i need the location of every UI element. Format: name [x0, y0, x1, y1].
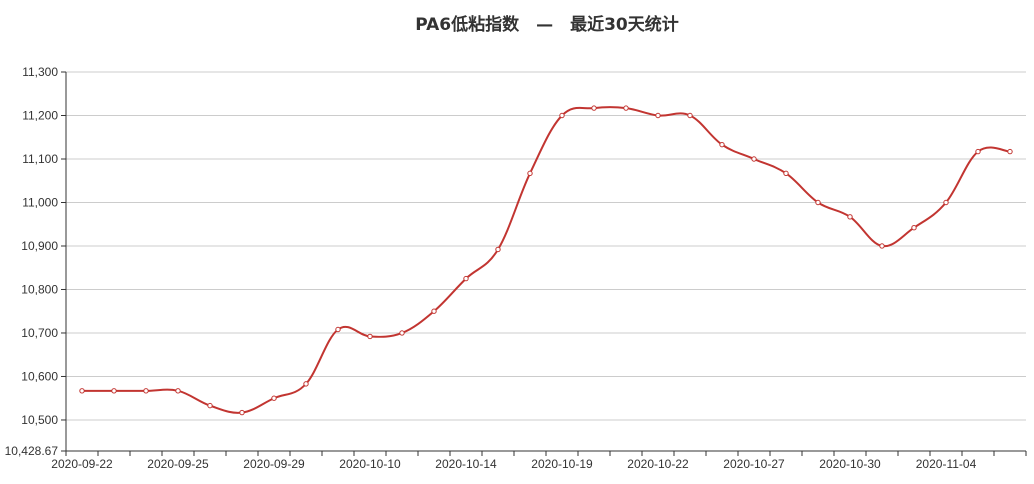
data-point — [559, 112, 565, 119]
data-point — [687, 112, 693, 119]
data-point — [783, 170, 789, 177]
x-tick-label: 2020-10-10 — [339, 457, 401, 471]
data-point — [943, 199, 949, 206]
y-tick-label: 10,700 — [21, 326, 58, 340]
data-point — [975, 148, 981, 155]
x-tick-label: 2020-10-14 — [435, 457, 497, 471]
series-line — [81, 106, 1011, 414]
x-tick-label: 2020-10-22 — [627, 457, 689, 471]
data-point — [303, 381, 309, 387]
y-tick-label: 11,000 — [22, 195, 58, 209]
data-point — [79, 388, 85, 394]
y-tick-label: 10,500 — [21, 413, 58, 427]
y-tick-label: 10,600 — [21, 369, 58, 383]
x-axis: 2020-09-22 2020-09-25 2020-09-29 2020-10-10… — [51, 450, 1027, 471]
x-tick-label: 2020-09-25 — [147, 457, 209, 471]
y-tick-label: 10,428.67 — [5, 444, 59, 458]
data-point — [591, 105, 597, 111]
data-point — [111, 388, 117, 394]
data-point — [1007, 148, 1013, 155]
data-points — [79, 105, 1013, 416]
y-tick-label: 10,800 — [21, 282, 58, 296]
x-tick-label: 2020-09-29 — [243, 457, 305, 471]
data-point — [495, 246, 501, 253]
x-tick-label: 2020-10-27 — [723, 457, 785, 471]
data-point — [655, 112, 661, 119]
data-point — [399, 330, 405, 336]
data-point — [879, 243, 885, 249]
data-point — [815, 199, 821, 206]
data-point — [527, 170, 533, 177]
data-point — [207, 402, 213, 409]
data-point — [847, 214, 853, 220]
y-tick-label: 10,900 — [21, 239, 58, 253]
data-point — [143, 388, 149, 394]
data-point — [431, 308, 437, 314]
data-point — [239, 409, 245, 416]
data-point — [335, 326, 341, 333]
data-point — [175, 388, 181, 394]
y-tick-label: 11,300 — [22, 65, 58, 79]
data-point — [623, 105, 629, 111]
x-tick-label: 2020-10-19 — [531, 457, 593, 471]
y-tick-label: 11,100 — [22, 152, 58, 166]
x-tick-label: 2020-11-04 — [916, 457, 977, 471]
data-point — [751, 156, 757, 162]
x-tick-label: 2020-10-30 — [819, 457, 881, 471]
y-tick-label: 11,200 — [22, 108, 58, 122]
data-point — [271, 395, 277, 401]
chart-title: PA6低粘指数 — 最近30天统计 — [415, 15, 679, 35]
y-gridlines — [66, 71, 1026, 421]
y-axis: 10,428.67 10,500 10,600 10,700 10,800 10,900 1… — [5, 65, 67, 458]
data-point — [367, 333, 373, 340]
x-tick-label: 2020-09-22 — [51, 457, 113, 471]
data-point — [463, 275, 469, 282]
data-point — [719, 141, 725, 148]
data-point — [911, 225, 917, 231]
